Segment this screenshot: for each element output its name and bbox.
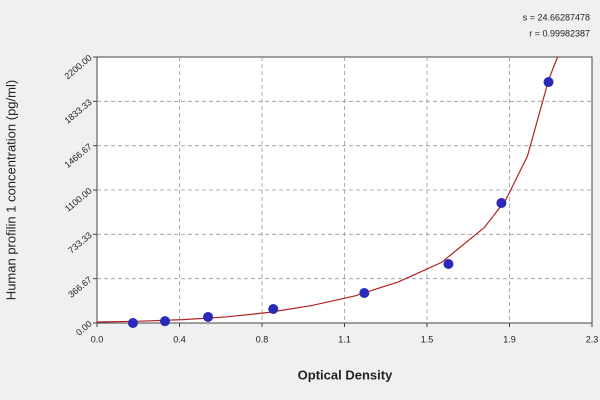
data-point [127, 318, 138, 328]
stat-r: r = 0.99982387 [529, 28, 590, 38]
y-tick-label: 2200.00 [62, 53, 93, 82]
x-tick-label: 0.8 [256, 334, 269, 344]
x-tick-label: 0.4 [173, 334, 186, 344]
data-point [443, 258, 454, 269]
data-point [359, 288, 370, 299]
data-point [203, 311, 214, 322]
y-tick-label: 1100.00 [63, 186, 94, 214]
x-tick-label: 1.5 [421, 334, 434, 344]
x-axis-label: Optical Density [298, 367, 393, 382]
y-tick-label: 733.33 [66, 230, 94, 255]
x-tick-label: 2.3 [586, 334, 599, 344]
data-point [268, 303, 279, 314]
x-tick-label: 0.0 [91, 334, 104, 344]
stat-s: s = 24.66287478 [523, 12, 590, 22]
y-axis-label: Human profilin 1 concentration (pg/ml) [3, 80, 18, 300]
y-tick-label: 1466.67 [62, 141, 93, 170]
x-tick-label: 1.1 [338, 334, 351, 344]
data-point [496, 198, 507, 209]
y-tick-label: 366.67 [66, 274, 94, 299]
y-tick-label: 1833.33 [62, 97, 93, 126]
data-point [160, 316, 171, 327]
fit-curve [96, 56, 559, 323]
x-tick-label: 1.9 [503, 334, 516, 344]
data-point [543, 77, 554, 88]
